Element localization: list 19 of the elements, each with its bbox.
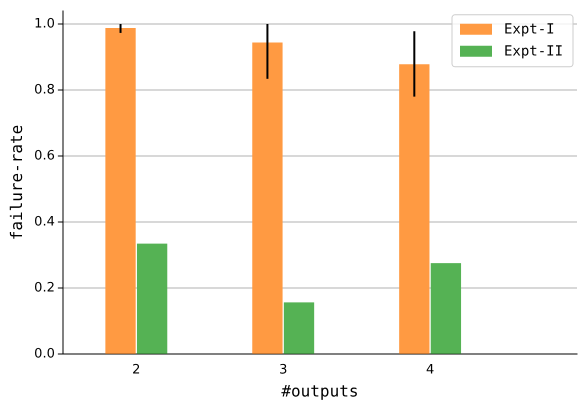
y-axis-title: failure-rate [6, 124, 26, 240]
x-tick-label: 2 [132, 362, 140, 378]
y-tick-label: 0.2 [34, 280, 55, 296]
bar [136, 244, 168, 354]
x-tick-label: 3 [279, 362, 288, 378]
bar [430, 263, 462, 354]
bar [399, 64, 430, 354]
bar [284, 302, 314, 354]
legend-label: Expt-I [504, 21, 555, 38]
y-tick-label: 0.8 [34, 82, 55, 98]
y-tick-label: 0.4 [34, 214, 55, 230]
bar [252, 42, 283, 354]
x-tick-label: 4 [426, 362, 434, 378]
x-axis-title: #outputs [281, 382, 358, 401]
y-tick-label: 1.0 [34, 16, 55, 32]
y-tick-label: 0.0 [34, 346, 55, 362]
bar [105, 28, 136, 354]
legend-label: Expt-II [504, 43, 564, 60]
y-tick-label: 0.6 [34, 148, 55, 164]
